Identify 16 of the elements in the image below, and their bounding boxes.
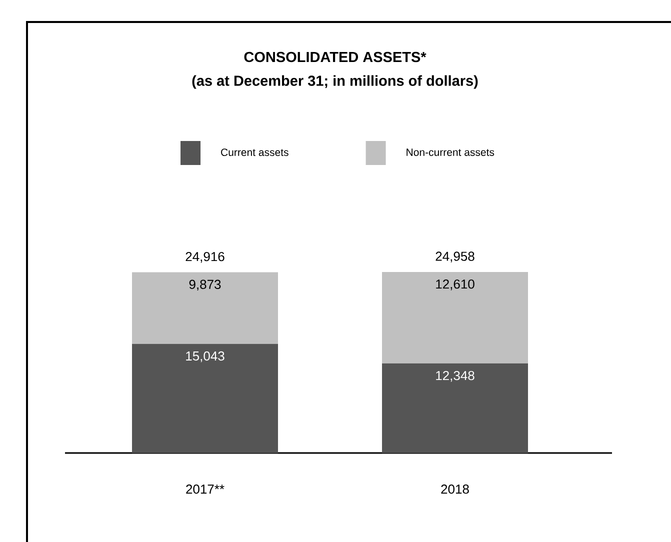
data-label: 15,043 xyxy=(186,351,224,362)
bar xyxy=(132,344,278,453)
total-label: 24,916 xyxy=(186,252,224,263)
chart-subtitle: (as at December 31; in millions of dollars) xyxy=(192,75,478,89)
legend-label: Current assets xyxy=(221,148,288,156)
data-label: 12,348 xyxy=(436,370,474,382)
total-label: 24,958 xyxy=(436,252,474,262)
x-tick-label: 2017** xyxy=(186,484,224,494)
x-tick-label: 2018 xyxy=(441,484,469,494)
bar xyxy=(382,272,528,364)
legend-label: Non-current assets xyxy=(406,148,494,156)
chart-title: CONSOLIDATED ASSETS* xyxy=(244,52,426,62)
bar xyxy=(132,272,278,344)
bar xyxy=(382,363,528,453)
data-label: 9,873 xyxy=(189,280,221,291)
data-label: 12,610 xyxy=(436,279,474,290)
